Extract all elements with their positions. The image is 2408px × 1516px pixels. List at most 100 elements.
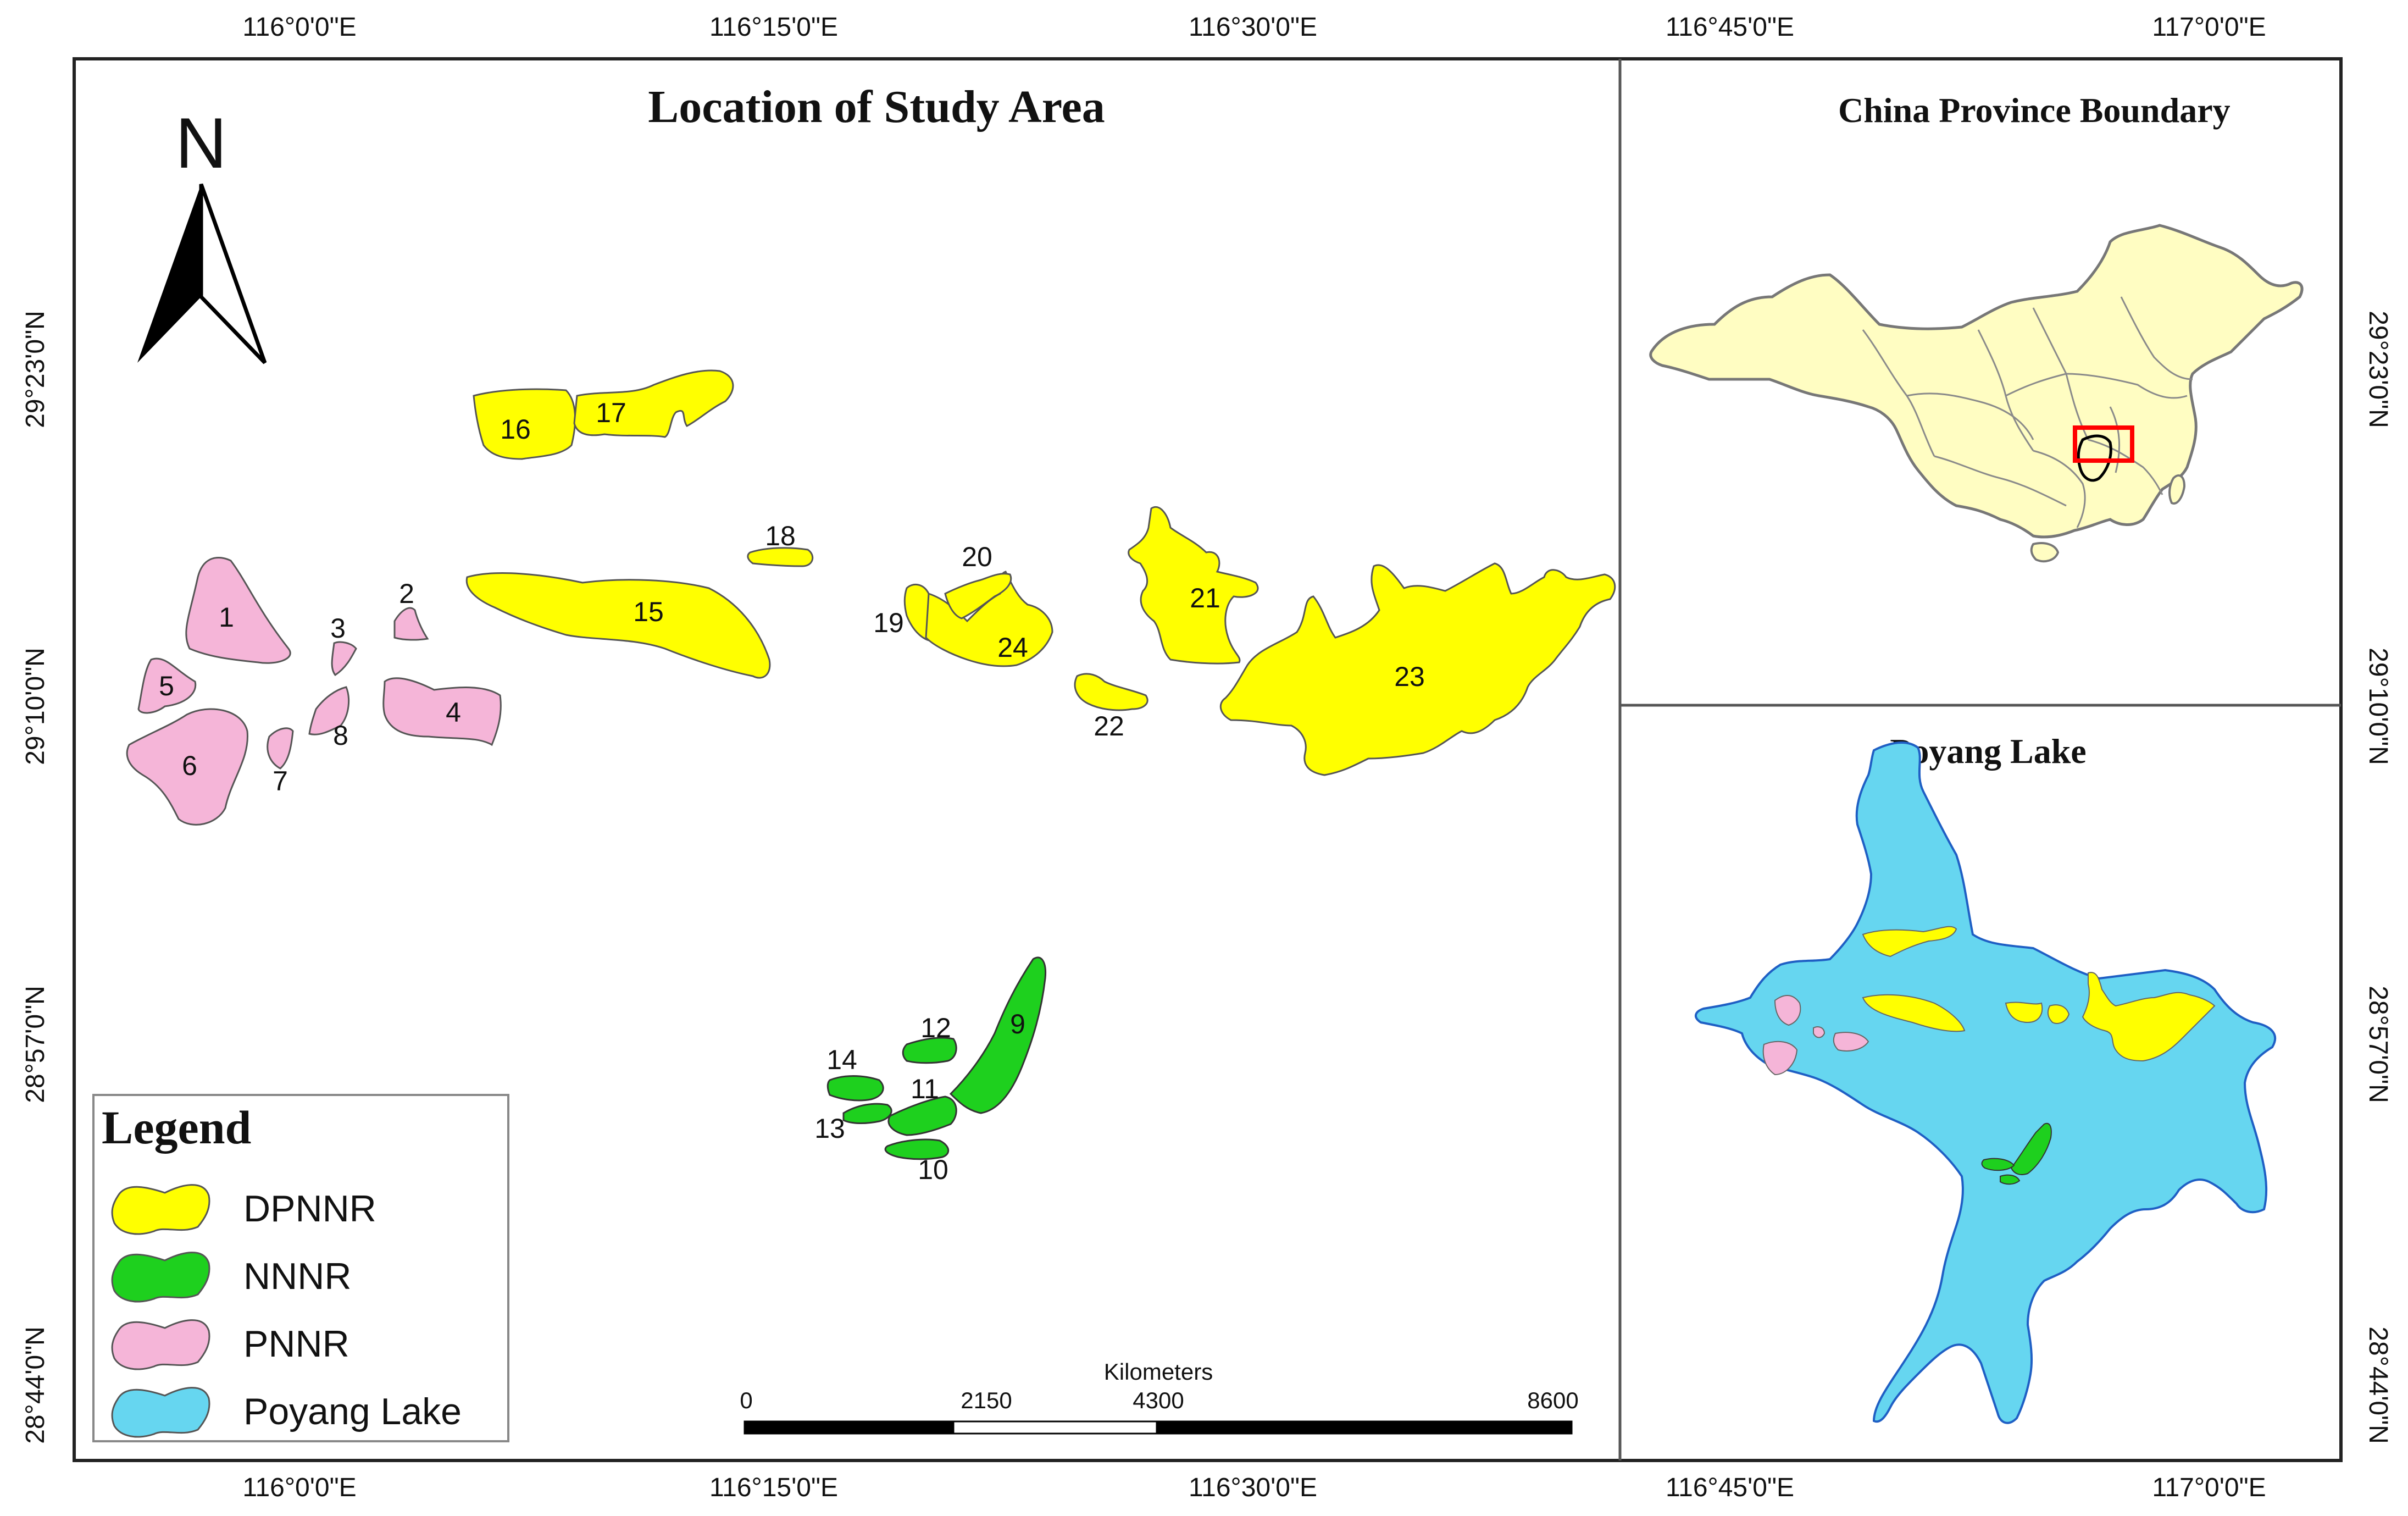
region-label: 10	[918, 1154, 948, 1185]
china-province-lines	[1862, 296, 2193, 528]
region-12-shape	[902, 1037, 957, 1064]
inset-region-shape	[1774, 995, 1801, 1026]
region-label: 8	[333, 720, 348, 751]
region-13-shape	[842, 1103, 892, 1125]
china-outline	[1649, 224, 2304, 539]
legend-swatch-pnnr	[111, 1319, 210, 1370]
north-arrow-left-half	[137, 184, 201, 363]
region-label: 6	[182, 750, 197, 781]
province-boundary	[2088, 439, 2163, 495]
scale-bar: Kilometers 0 2150 4300 8600	[740, 1359, 1579, 1435]
scale-tick-label: 8600	[1527, 1387, 1578, 1413]
left-axis-label: 29°10'0"N	[21, 648, 50, 765]
legend-swatch-poyang-lake	[111, 1387, 210, 1438]
pnnr-regions	[126, 557, 502, 826]
study-area-locator-box	[2073, 425, 2134, 463]
bottom-axis-label: 116°30'0"E	[1189, 1473, 1317, 1502]
region-label: 2	[399, 578, 414, 609]
north-arrow: N	[137, 103, 267, 364]
inset-region-shape	[2010, 1122, 2052, 1175]
region-label: 9	[1010, 1009, 1025, 1039]
top-axis-label: 116°0'0"E	[242, 13, 356, 42]
province-boundary	[2066, 373, 2188, 399]
north-label: N	[175, 103, 227, 183]
region-label: 22	[1094, 711, 1124, 742]
top-axis-labels: 116°0'0"E 116°15'0"E 116°30'0"E 116°45'0…	[242, 13, 2266, 42]
bottom-axis-label: 116°0'0"E	[242, 1473, 356, 1502]
region-4-shape	[382, 677, 502, 746]
region-17-shape	[573, 369, 734, 438]
region-label: 1	[219, 602, 234, 633]
legend-swatch-dpnnr	[111, 1184, 210, 1235]
province-boundary	[1934, 455, 2067, 507]
region-label: 21	[1190, 583, 1220, 613]
province-boundary	[1862, 329, 1935, 457]
north-arrow-right-half	[199, 183, 267, 364]
inset-region-shape	[2000, 1174, 2021, 1185]
right-axis-label: 28°57'0"N	[2363, 986, 2393, 1103]
region-label: 4	[446, 697, 461, 728]
region-23-shape	[1219, 562, 1616, 776]
scale-segment-1	[744, 1420, 955, 1435]
region-labels: 1 2 3 4 5 6 7 8 9 10 11 12 13 14 15 16 1…	[159, 397, 1425, 1185]
bottom-axis-label: 117°0'0"E	[2152, 1473, 2266, 1502]
region-7-shape	[267, 727, 294, 770]
legend-label-pnnr: PNNR	[243, 1323, 349, 1365]
legend-label-dpnnr: DPNNR	[243, 1188, 376, 1230]
region-14-shape	[826, 1075, 884, 1102]
region-label: 5	[159, 671, 174, 701]
inset-region-shape	[1833, 1032, 1869, 1052]
region-label: 18	[765, 521, 796, 551]
scale-segment-3	[1156, 1420, 1573, 1435]
poyang-inset-nnnr	[1981, 1122, 2052, 1185]
top-axis-label: 117°0'0"E	[2152, 13, 2266, 42]
poyang-inset: Poyang Lake	[1695, 732, 2276, 1424]
top-axis-label: 116°45'0"E	[1666, 13, 1794, 42]
region-18-shape	[747, 547, 814, 567]
top-axis-label: 116°30'0"E	[1189, 13, 1317, 42]
region-label: 13	[814, 1113, 845, 1144]
region-label: 15	[633, 596, 664, 627]
legend-label-nnnr: NNNR	[243, 1255, 351, 1297]
region-22-shape	[1074, 673, 1148, 711]
china-inset-title: China Province Boundary	[1838, 91, 2231, 130]
region-label: 12	[920, 1012, 951, 1043]
region-8-shape	[308, 686, 350, 735]
region-label: 17	[596, 397, 626, 428]
inset-region-shape	[1813, 1026, 1826, 1038]
region-label: 11	[911, 1074, 939, 1104]
inset-region-shape	[1981, 1158, 2015, 1171]
bottom-axis-label: 116°15'0"E	[709, 1473, 838, 1502]
region-20-shape	[944, 573, 1012, 619]
inset-region-shape	[2082, 972, 2216, 1062]
right-axis-labels: 29°23'0"N 29°10'0"N 28°57'0"N 28°44'0"N	[2363, 311, 2393, 1444]
inset-region-shape	[1762, 1041, 1798, 1076]
region-label: 16	[500, 414, 531, 445]
region-11-shape	[887, 1095, 957, 1136]
inset-region-shape	[2005, 1002, 2043, 1023]
left-axis-label: 28°57'0"N	[21, 986, 50, 1103]
region-24-shape	[925, 571, 1053, 667]
legend-title: Legend	[102, 1101, 251, 1154]
region-label: 19	[873, 607, 904, 638]
region-2-shape	[393, 607, 429, 641]
left-axis-label: 29°23'0"N	[21, 311, 50, 428]
region-16-shape	[473, 388, 576, 460]
poyang-inset-dpnnr	[1862, 926, 2216, 1062]
province-boundary	[2120, 296, 2193, 380]
legend-swatch-nnnr	[111, 1252, 210, 1303]
inset-region-shape	[2047, 1004, 2070, 1024]
region-label: 24	[997, 632, 1028, 663]
legend: Legend DPNNR NNNR PNNR Poyang Lake	[92, 1094, 509, 1442]
region-1-shape	[185, 557, 291, 664]
region-15-shape	[465, 572, 771, 679]
right-axis-label: 29°10'0"N	[2363, 648, 2393, 765]
inset-region-shape	[1862, 994, 1966, 1032]
scale-unit: Kilometers	[1104, 1359, 1213, 1385]
inset-region-shape	[1862, 926, 1957, 958]
left-axis-label: 28°44'0"N	[21, 1326, 50, 1444]
region-label: 20	[962, 541, 992, 572]
china-inset: China Province Boundary	[1649, 91, 2304, 563]
region-21-shape	[1128, 506, 1259, 665]
region-3-shape	[331, 641, 357, 677]
